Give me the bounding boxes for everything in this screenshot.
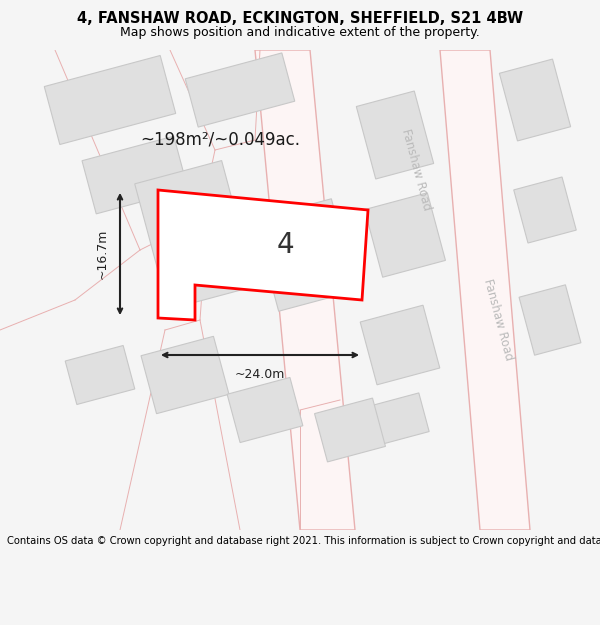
Polygon shape [158,190,368,320]
Polygon shape [440,50,530,530]
Text: Map shows position and indicative extent of the property.: Map shows position and indicative extent… [120,26,480,39]
Text: Contains OS data © Crown copyright and database right 2021. This information is : Contains OS data © Crown copyright and d… [7,536,600,546]
Polygon shape [65,346,135,404]
Polygon shape [141,336,229,414]
Text: Fanshaw Road: Fanshaw Road [399,127,433,212]
Polygon shape [44,56,176,144]
Text: 4: 4 [276,231,294,259]
Polygon shape [82,136,188,214]
Polygon shape [227,378,303,442]
Polygon shape [254,199,356,311]
Text: ~198m²/~0.049ac.: ~198m²/~0.049ac. [140,131,300,149]
Polygon shape [135,161,255,309]
Polygon shape [365,192,445,278]
Polygon shape [519,285,581,355]
Polygon shape [514,177,576,243]
Polygon shape [360,305,440,385]
Text: ~16.7m: ~16.7m [95,229,109,279]
Polygon shape [255,50,355,530]
Polygon shape [361,393,429,447]
Text: ~24.0m: ~24.0m [235,369,285,381]
Polygon shape [314,398,385,462]
Polygon shape [185,53,295,127]
Text: Fanshaw Road: Fanshaw Road [481,278,515,362]
Polygon shape [356,91,434,179]
Text: 4, FANSHAW ROAD, ECKINGTON, SHEFFIELD, S21 4BW: 4, FANSHAW ROAD, ECKINGTON, SHEFFIELD, S… [77,11,523,26]
Polygon shape [499,59,571,141]
